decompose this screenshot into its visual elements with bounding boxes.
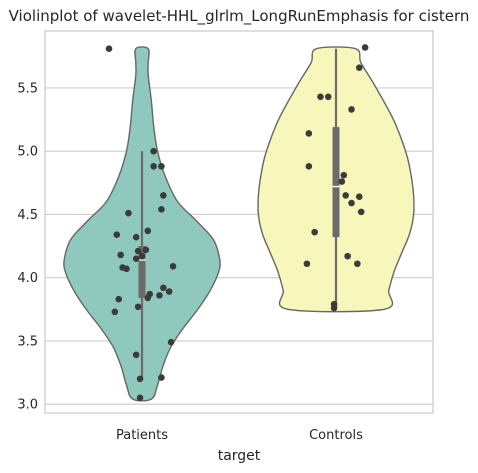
data-point-controls bbox=[357, 208, 365, 216]
data-point-controls bbox=[355, 193, 363, 201]
data-point-patients bbox=[160, 284, 167, 292]
data-point-patients bbox=[150, 147, 157, 155]
data-point-controls bbox=[340, 171, 348, 179]
data-point-controls bbox=[338, 178, 346, 185]
data-point-patients bbox=[105, 45, 113, 53]
data-point-patients bbox=[113, 231, 121, 238]
data-point-controls bbox=[324, 93, 332, 101]
data-point-patients bbox=[169, 262, 177, 270]
data-point-controls bbox=[303, 260, 311, 268]
y-tick-label: 3.5 bbox=[17, 334, 38, 349]
data-point-patients bbox=[158, 374, 165, 381]
chart-title: Violinplot of wavelet-HHL_glrlm_LongRunE… bbox=[9, 7, 470, 26]
data-point-patients bbox=[138, 252, 146, 260]
plot-frame bbox=[44, 30, 434, 414]
data-point-controls bbox=[317, 93, 324, 101]
data-point-controls bbox=[342, 192, 350, 199]
y-tick-label: 4.5 bbox=[17, 208, 38, 223]
data-point-controls bbox=[305, 130, 313, 137]
strip-points bbox=[105, 44, 369, 402]
data-point-controls bbox=[348, 199, 355, 207]
data-point-patients bbox=[134, 247, 142, 255]
data-point-controls bbox=[348, 106, 355, 113]
data-point-patients bbox=[132, 233, 140, 241]
y-tick-label: 5.0 bbox=[17, 145, 38, 160]
data-point-controls bbox=[354, 260, 361, 268]
data-point-patients bbox=[123, 265, 130, 273]
data-point-controls bbox=[311, 228, 318, 236]
data-point-patients bbox=[136, 394, 144, 402]
x-axis-label: target bbox=[218, 448, 261, 464]
data-point-patients bbox=[156, 292, 163, 299]
axis-tick-labels: 3.0 3.5 4.0 4.5 5.0 5.5 Patients Controls bbox=[17, 81, 363, 443]
data-point-patients bbox=[150, 163, 157, 170]
data-point-patients bbox=[115, 295, 123, 303]
violins bbox=[63, 46, 415, 402]
data-point-patients bbox=[125, 209, 132, 217]
data-point-patients bbox=[132, 351, 140, 359]
data-point-patients bbox=[167, 338, 175, 346]
data-point-controls bbox=[330, 304, 338, 312]
data-point-controls bbox=[305, 163, 313, 170]
y-tick-label: 3.0 bbox=[17, 398, 38, 413]
data-point-patients bbox=[136, 375, 144, 383]
data-point-patients bbox=[165, 288, 173, 295]
data-point-patients bbox=[111, 308, 119, 316]
data-point-controls bbox=[344, 252, 351, 260]
data-point-patients bbox=[160, 192, 167, 199]
x-tick-label: Patients bbox=[116, 428, 168, 443]
data-point-patients bbox=[158, 206, 165, 213]
data-point-controls bbox=[361, 44, 369, 51]
data-point-patients bbox=[134, 303, 142, 311]
y-tick-label: 4.0 bbox=[17, 271, 38, 286]
data-point-patients bbox=[132, 255, 140, 262]
data-point-controls bbox=[355, 64, 363, 71]
data-point-patients bbox=[144, 227, 152, 235]
y-tick-label: 5.5 bbox=[17, 81, 38, 96]
x-tick-label: Controls bbox=[309, 428, 363, 443]
data-point-patients bbox=[144, 294, 152, 302]
data-point-patients bbox=[117, 251, 124, 259]
data-point-patients bbox=[158, 163, 165, 170]
data-point-patients bbox=[142, 246, 150, 254]
